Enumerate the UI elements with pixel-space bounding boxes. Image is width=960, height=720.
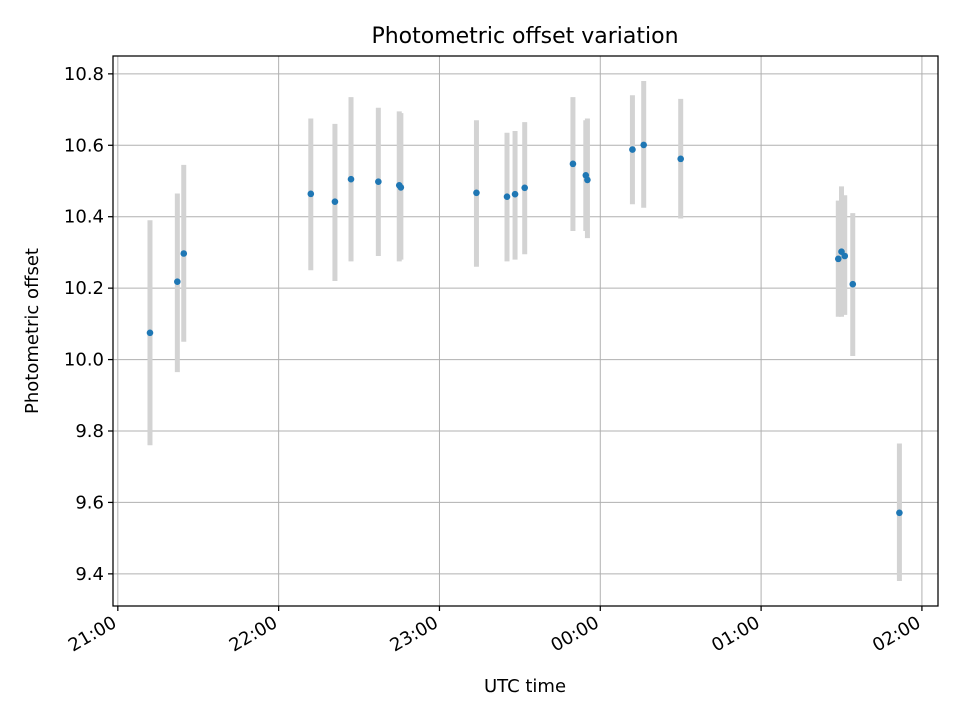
y-tick-label: 9.8: [75, 421, 104, 442]
data-point: [640, 141, 648, 149]
data-point: [521, 184, 528, 192]
x-axis-label: UTC time: [484, 676, 566, 697]
grid: [113, 56, 938, 606]
data-point: [569, 160, 577, 168]
data-point: [473, 189, 480, 197]
data-point: [397, 184, 405, 191]
data-point: [841, 252, 849, 260]
data-point: [180, 250, 188, 257]
y-tick-label: 10.2: [64, 278, 104, 299]
data-point: [896, 509, 903, 517]
plot-frame: [112, 55, 939, 607]
y-tick-label: 10.4: [64, 207, 104, 228]
data-point: [331, 198, 339, 206]
data-point: [511, 190, 519, 198]
data-point: [677, 155, 684, 163]
data-point: [834, 255, 842, 263]
data-point: [146, 329, 154, 337]
data-point: [629, 146, 636, 153]
y-axis-label: Photometric offset: [22, 248, 43, 414]
data-point: [584, 176, 591, 184]
data-point: [849, 280, 857, 288]
data-point: [174, 278, 181, 286]
data-point: [375, 178, 382, 186]
y-tick-label: 10.6: [64, 135, 104, 156]
data-point: [503, 193, 511, 201]
data-point: [347, 175, 355, 183]
y-tick-label: 10.0: [64, 350, 104, 371]
chart-title: Photometric offset variation: [371, 24, 678, 49]
y-tick-label: 10.8: [64, 64, 104, 85]
y-tick-label: 9.6: [75, 492, 104, 513]
y-axis: 9.4 9.6 9.8 10.0 10.2 10.4 10.6 10.8: [64, 64, 113, 585]
data-point: [307, 190, 315, 198]
data-points: [146, 141, 903, 517]
y-tick-label: 9.4: [75, 564, 104, 585]
